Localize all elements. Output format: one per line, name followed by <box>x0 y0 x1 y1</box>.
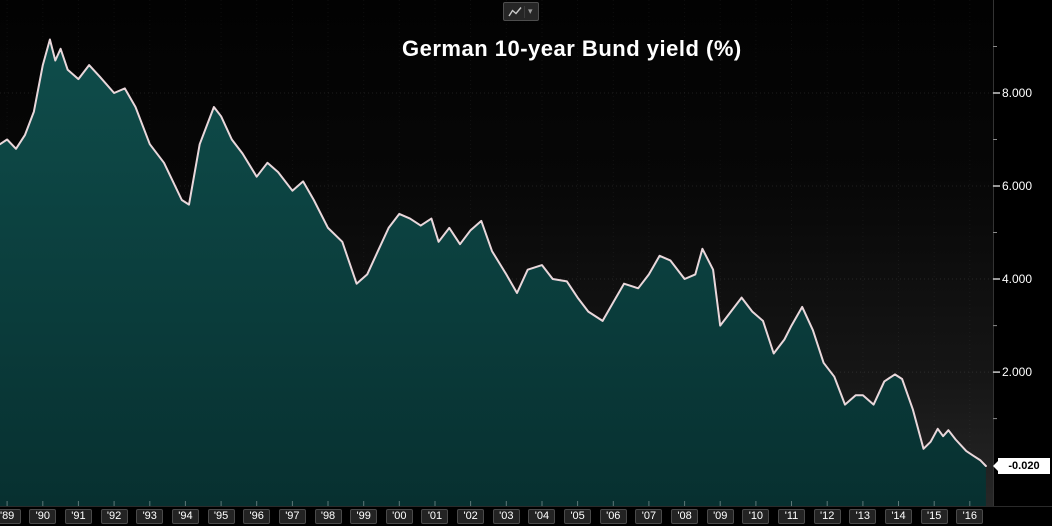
x-axis: '89 '90 '91 '92 '93 '94 '95 '96 '97 '98 '99 '00 '01 '… <box>0 506 1052 526</box>
x-axis-year-label: '12 <box>813 509 841 524</box>
x-axis-year-label: '00 <box>385 509 413 524</box>
x-axis-year-label: '07 <box>635 509 663 524</box>
x-axis-year-label: '02 <box>457 509 485 524</box>
x-axis-year-label: '15 <box>920 509 948 524</box>
chart-title: German 10-year Bund yield (%) <box>402 36 742 61</box>
x-axis-year-label: '06 <box>599 509 627 524</box>
y-axis: 2.000 4.000 6.000 8.000 <box>993 0 1052 506</box>
x-axis-year-label: '03 <box>492 509 520 524</box>
y-axis-tick-label: 4.000 <box>1002 272 1033 287</box>
x-axis-year-label: '01 <box>421 509 449 524</box>
x-axis-year-label: '05 <box>564 509 592 524</box>
x-axis-year-label: '11 <box>778 509 806 524</box>
x-axis-year-label: '08 <box>671 509 699 524</box>
x-axis-year-label: '10 <box>742 509 770 524</box>
x-axis-year-label: '95 <box>207 509 235 524</box>
x-axis-year-label: '92 <box>100 509 128 524</box>
chart-type-button[interactable]: ▾ <box>503 2 539 21</box>
last-price-label: -0.020 <box>993 458 1050 474</box>
y-axis-tick-label: 6.000 <box>1002 179 1033 194</box>
x-axis-year-label: '90 <box>29 509 57 524</box>
x-axis-year-label: '13 <box>849 509 877 524</box>
x-axis-year-label: '93 <box>136 509 164 524</box>
x-axis-year-label: '97 <box>278 509 306 524</box>
y-axis-tick-label: 8.000 <box>1002 86 1033 100</box>
x-axis-year-label: '16 <box>956 509 984 524</box>
line-chart-icon <box>506 5 525 18</box>
chevron-down-icon[interactable]: ▾ <box>528 6 533 16</box>
x-axis-year-label: '99 <box>350 509 378 524</box>
x-axis-year-label: '09 <box>706 509 734 524</box>
x-axis-year-label: '04 <box>528 509 556 524</box>
x-axis-year-label: '98 <box>314 509 342 524</box>
x-axis-year-label: '14 <box>885 509 912 524</box>
x-axis-year-label: '89 <box>0 509 21 524</box>
x-axis-year-label: '96 <box>243 509 271 524</box>
x-axis-year-label: '91 <box>64 509 92 524</box>
y-axis-tick-label: 2.000 <box>1002 365 1033 380</box>
x-axis-year-label: '94 <box>171 509 199 524</box>
